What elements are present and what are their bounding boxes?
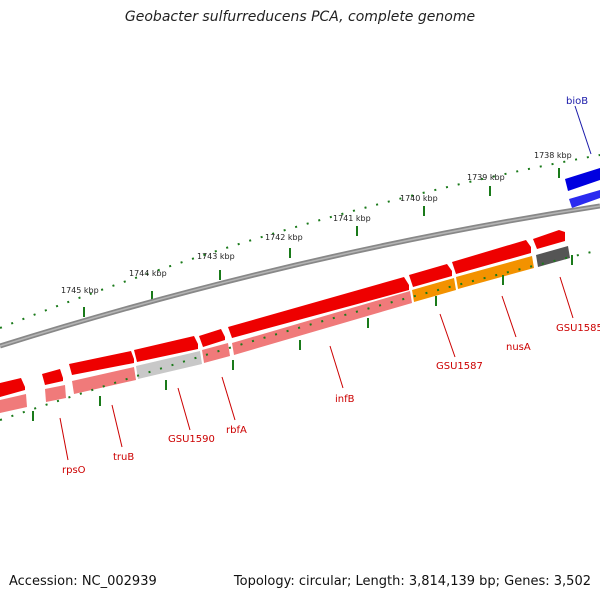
accession-text: Accession: NC_002939 — [9, 574, 157, 589]
gene-rpsO-arrow[interactable] — [42, 369, 63, 385]
kbp-label-1744: 1744 kbp — [129, 269, 167, 278]
bar-GSU1590[interactable] — [136, 351, 202, 379]
gene-truB-arrow[interactable] — [69, 351, 134, 375]
outer-major-ticks — [83, 168, 560, 317]
label-leader-lines — [59, 276, 574, 461]
reverse-strand-row-2 — [0, 246, 570, 413]
bar-GSU1585[interactable] — [536, 246, 570, 267]
gene-label-infB: infB — [335, 394, 355, 405]
gene-GSU1587-arrow[interactable] — [409, 264, 452, 287]
gene-label-nusA: nusA — [506, 342, 531, 353]
kbp-label-1738: 1738 kbp — [534, 151, 572, 160]
inner-tick-ring — [0, 249, 600, 421]
gene-left-arrow[interactable] — [0, 378, 25, 397]
bar-nusA[interactable] — [456, 256, 534, 289]
bar-infB[interactable] — [232, 291, 412, 355]
bar-GSU1587[interactable] — [412, 278, 456, 302]
gene-GSU1585-arrow[interactable] — [533, 230, 565, 249]
gene-bioB-inner[interactable] — [569, 190, 600, 208]
bar-rpsO[interactable] — [45, 385, 66, 402]
genome-backbone-highlight — [0, 205, 600, 347]
kbp-label-1741: 1741 kbp — [333, 214, 371, 223]
kbp-label-1742: 1742 kbp — [265, 233, 303, 242]
bar-rbfA[interactable] — [202, 343, 230, 363]
reverse-strand-row-1 — [0, 230, 565, 397]
gene-label-bioB: bioB — [566, 96, 588, 107]
bioB-leader-line — [574, 105, 592, 155]
gene-label-GSU1590: GSU1590 — [168, 434, 215, 445]
bar-left[interactable] — [0, 394, 27, 413]
gene-label-rbfA: rbfA — [226, 425, 247, 436]
gene-label-rpsO: rpsO — [62, 465, 86, 476]
gene-label-GSU1587: GSU1587 — [436, 361, 483, 372]
topology-text: Topology: circular; Length: 3,814,139 bp… — [233, 574, 591, 589]
gene-rbfA-arrow[interactable] — [199, 329, 225, 347]
kbp-label-1739: 1739 kbp — [467, 173, 505, 182]
kbp-label-1740: 1740 kbp — [400, 194, 438, 203]
bar-truB[interactable] — [72, 367, 136, 394]
inner-major-ticks — [32, 255, 573, 421]
gene-nusA-arrow[interactable] — [452, 240, 531, 274]
gene-bioB-outer[interactable] — [565, 168, 600, 191]
gene-infB-arrow[interactable] — [228, 277, 409, 338]
kbp-label-1743: 1743 kbp — [197, 252, 235, 261]
gene-GSU1590-arrow[interactable] — [134, 336, 198, 362]
kbp-label-1745: 1745 kbp — [61, 286, 99, 295]
gene-label-truB: truB — [113, 452, 134, 463]
map-title: Geobacter sulfurreducens PCA, complete g… — [124, 9, 476, 25]
gene-label-GSU1585: GSU1585 — [556, 323, 600, 334]
